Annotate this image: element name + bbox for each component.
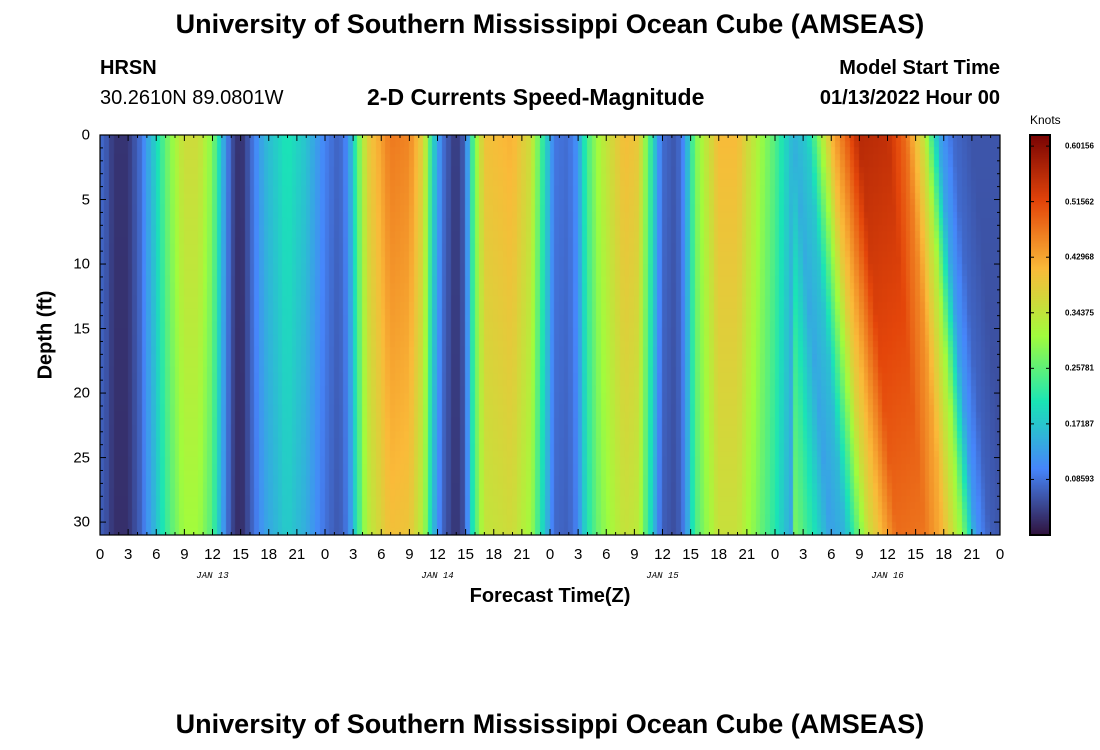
x-tick-label: 0 xyxy=(545,546,555,563)
x-tick-label: 9 xyxy=(855,546,864,563)
plot-title: 2-D Currents Speed-Magnitude xyxy=(367,84,705,110)
x-tick-label: 12 xyxy=(654,546,671,563)
colorbar-tick-label: 0.42968 xyxy=(1065,252,1094,262)
colorbar-unit: Knots xyxy=(1030,113,1061,127)
x-tick-label: 3 xyxy=(348,546,358,563)
x-day-label: JAN 15 xyxy=(646,571,679,581)
x-tick-label: 15 xyxy=(682,546,699,563)
page-title: University of Southern Mississippi Ocean… xyxy=(175,9,925,39)
y-tick-label: 25 xyxy=(73,449,90,467)
y-tick-label: 0 xyxy=(81,126,90,144)
model-start-time: 01/13/2022 Hour 00 xyxy=(819,87,1000,109)
x-tick-label: 6 xyxy=(152,546,161,563)
x-tick-label: 9 xyxy=(180,546,189,563)
colorbar-tick-label: 0.51562 xyxy=(1065,197,1094,207)
colorbar-tick-label: 0.60156 xyxy=(1065,141,1094,151)
y-tick-label: 30 xyxy=(73,513,90,531)
current-speed-heatmap xyxy=(100,135,1000,535)
x-axis-label: Forecast Time(Z) xyxy=(469,585,631,607)
x-tick-label: 12 xyxy=(429,546,446,563)
plot-frame xyxy=(99,134,1001,536)
x-tick-label: 15 xyxy=(232,546,249,563)
x-tick-label: 0 xyxy=(770,546,780,563)
x-tick-label: 18 xyxy=(935,546,953,563)
x-tick-label: 0 xyxy=(995,546,1005,563)
x-day-label: JAN 16 xyxy=(871,571,904,581)
x-tick-label: 0 xyxy=(320,546,330,563)
colorbar-frame xyxy=(1029,134,1051,536)
station-coordinates: 30.2610N 89.0801W xyxy=(100,87,284,109)
y-tick-label: 10 xyxy=(73,255,90,273)
y-tick-label: 20 xyxy=(73,384,90,402)
x-tick-label: 15 xyxy=(457,546,474,563)
x-tick-label: 6 xyxy=(827,546,836,563)
x-tick-label: 21 xyxy=(513,546,531,563)
x-tick-label: 9 xyxy=(630,546,639,563)
x-tick-label: 12 xyxy=(879,546,896,563)
x-tick-label: 18 xyxy=(710,546,728,563)
station-code: HRSN xyxy=(100,57,157,79)
y-tick-label: 15 xyxy=(73,320,90,338)
x-day-label: JAN 14 xyxy=(421,571,454,581)
x-tick-label: 12 xyxy=(204,546,221,563)
model-start-label: Model Start Time xyxy=(839,57,1000,79)
x-tick-label: 3 xyxy=(123,546,133,563)
colorbar-tick-label: 0.25781 xyxy=(1065,363,1094,373)
x-tick-label: 3 xyxy=(573,546,583,563)
colorbar-tick-label: 0.34375 xyxy=(1065,308,1094,318)
x-tick-label: 18 xyxy=(260,546,278,563)
x-tick-label: 6 xyxy=(377,546,386,563)
colorbar-tick-label: 0.17187 xyxy=(1065,419,1094,429)
x-tick-label: 18 xyxy=(485,546,503,563)
x-tick-label: 3 xyxy=(798,546,808,563)
y-tick-label: 5 xyxy=(81,191,90,209)
colorbar-gradient xyxy=(1030,135,1050,535)
x-tick-label: 0 xyxy=(95,546,105,563)
x-tick-label: 6 xyxy=(602,546,611,563)
x-day-label: JAN 13 xyxy=(196,571,229,581)
x-tick-label: 21 xyxy=(288,546,306,563)
y-axis-label: Depth (ft) xyxy=(34,290,57,380)
footer-title: University of Southern Mississippi Ocean… xyxy=(175,709,925,739)
x-tick-label: 21 xyxy=(963,546,981,563)
x-tick-label: 9 xyxy=(405,546,414,563)
x-tick-label: 21 xyxy=(738,546,756,563)
colorbar-tick-label: 0.08593 xyxy=(1065,474,1094,484)
x-tick-label: 15 xyxy=(907,546,924,563)
